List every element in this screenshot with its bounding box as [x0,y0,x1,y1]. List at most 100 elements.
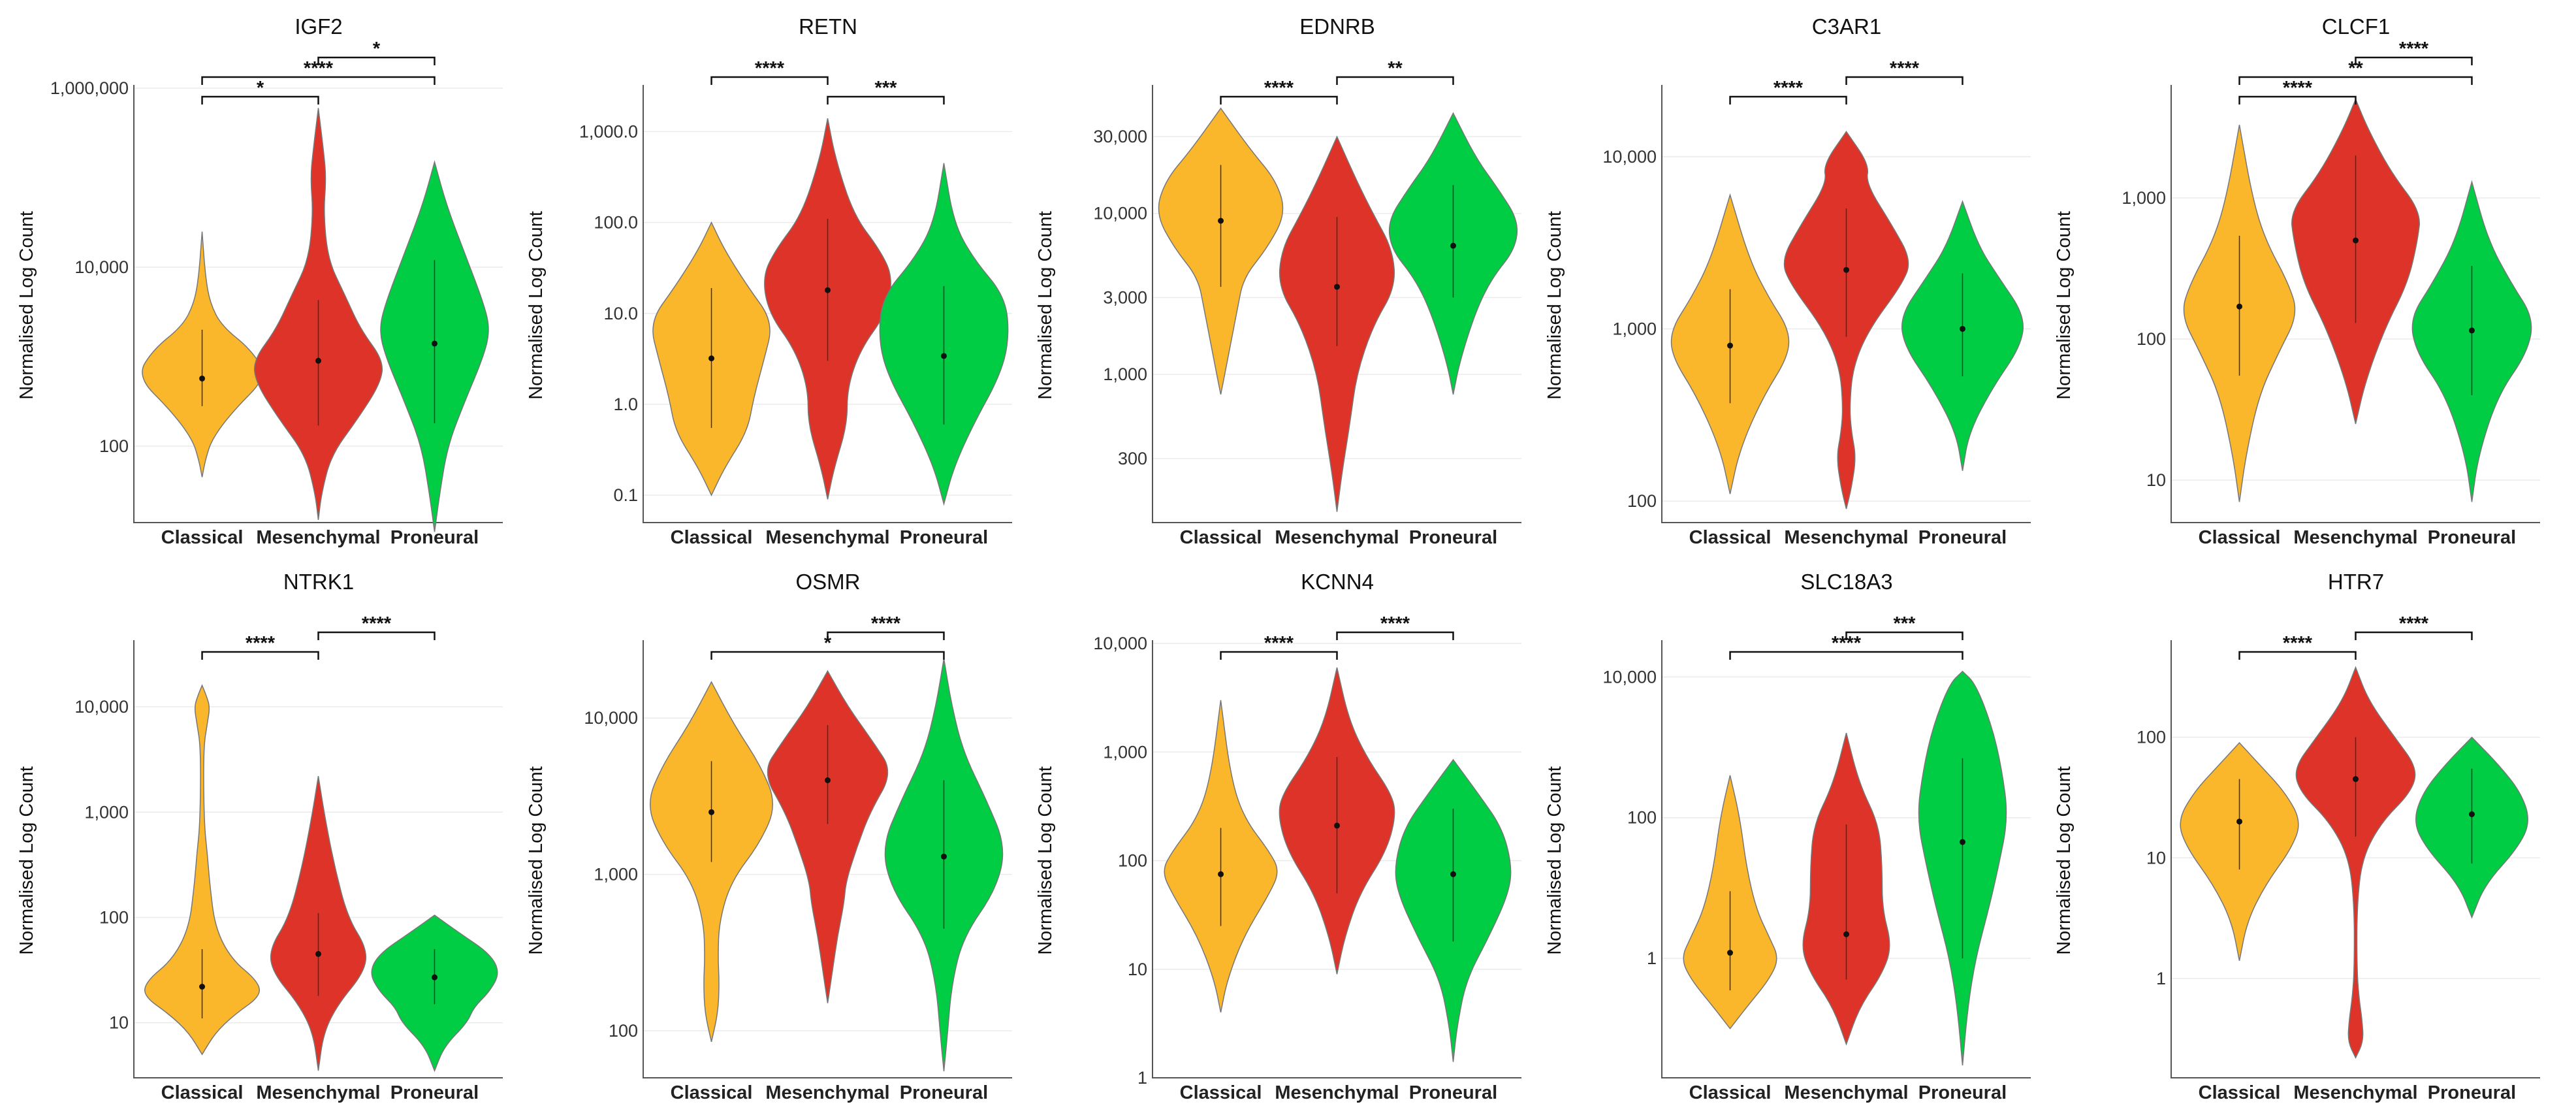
panel-igf2: IGF2 Normalised Log Count 100 10,000 1,000,0… [16,14,503,548]
panel-title: SLC18A3 [1800,570,1892,594]
x-tick-label: Proneural [900,1082,988,1103]
y-tick-label: 1,000 [594,865,638,884]
significance-label: **** [1890,58,1920,79]
x-tick-label: Mesenchymal [1784,1082,1908,1103]
significance-bracket [1220,651,1338,660]
x-tick-label: Mesenchymal [1784,527,1908,548]
x-tick-label: Classical [671,527,753,548]
violin-median-point [199,375,206,381]
y-tick-label: 10 [2146,470,2166,490]
y-axis-label: Normalised Log Count [16,211,37,400]
axis-lines [133,640,503,1078]
x-tick-label: Proneural [2428,1082,2516,1103]
violin-mesenchymal [767,670,889,1003]
y-tick-label: 10,000 [74,257,129,277]
y-axis-label: Normalised Log Count [1544,211,1565,400]
violin-median-point [2353,776,2359,783]
y-tick-label: 100 [99,436,129,456]
violin-median-point [315,357,321,364]
significance-bracket [2238,95,2357,105]
panel-title: OSMR [796,570,861,594]
significance-bracket [1336,631,1454,640]
x-tick-label: Proneural [390,1082,479,1103]
violin-median-point [2468,327,2475,334]
significance-bracket [2355,56,2473,65]
significance-bracket [1336,76,1454,85]
x-tick-label: Classical [2199,1082,2281,1103]
violin-median-point [825,777,831,783]
significance-bracket [317,631,436,640]
y-tick-label: 10,000 [1093,634,1147,653]
x-tick-label: Classical [671,1082,753,1103]
violin-median-point [1218,871,1224,877]
y-tick-label: 1.0 [613,395,638,414]
significance-label: **** [246,633,276,654]
significance-bracket [827,631,945,640]
y-tick-label: 10.0 [603,304,638,323]
y-tick-label: 100 [99,907,129,927]
panel-title: RETN [799,14,857,39]
violin-median-point [708,355,715,362]
x-tick-label: Mesenchymal [256,527,380,548]
y-tick-label: 100 [1118,851,1147,871]
x-tick-label: Proneural [2428,527,2516,548]
x-tick-label: Mesenchymal [256,1082,380,1103]
y-tick-label: 10,000 [1093,204,1147,223]
significance-label: **** [1264,78,1294,99]
violin-median-point [2468,811,2475,817]
significance-label: * [824,633,832,654]
y-axis-label: Normalised Log Count [1035,766,1056,955]
significance-label: **** [2283,633,2313,654]
significance-bracket [2355,631,2473,640]
y-tick-label: 10,000 [1602,147,1657,167]
x-tick-label: Classical [1689,1082,1772,1103]
panel-ntrk1: NTRK1 Normalised Log Count 10 100 1,000 10,00… [16,570,503,1103]
y-axis-label: Normalised Log Count [526,211,547,400]
panel-title: HTR7 [2328,570,2384,594]
y-tick-label: 1 [1137,1068,1147,1088]
significance-label: **** [755,58,785,79]
violin-median-point [708,809,715,815]
significance-label: * [373,39,381,59]
axis-lines [643,640,1012,1078]
y-tick-label: 100 [609,1021,638,1041]
axis-lines [133,85,503,523]
x-tick-label: Mesenchymal [1275,1082,1399,1103]
significance-bracket [317,56,436,65]
x-tick-label: Mesenchymal [765,527,889,548]
significance-label: **** [362,613,392,634]
panel-clcf1: CLCF1 Normalised Log Count 10 100 1,000 Class… [2054,14,2540,548]
axis-lines [1152,640,1521,1078]
y-tick-label: 1,000 [1612,319,1657,338]
x-tick-label: Proneural [1918,1082,2007,1103]
y-tick-label: 10,000 [1602,667,1657,687]
y-tick-label: 1,000 [1103,364,1147,384]
violin-median-point [1218,218,1224,224]
y-tick-label: 1 [2156,969,2166,988]
significance-label: *** [1894,613,1916,634]
panel-slc18a3: SLC18A3 Normalised Log Count 1 100 10,000 Cla… [1544,570,2031,1103]
significance-bracket [1220,95,1338,105]
y-tick-label: 10 [1128,960,1147,979]
significance-label: **** [2399,613,2429,634]
x-tick-label: Classical [1180,1082,1262,1103]
significance-label: * [257,78,264,99]
axis-lines [2171,85,2540,523]
panel-title: NTRK1 [283,570,354,594]
significance-bracket [1729,95,1847,105]
panel-htr7: HTR7 Normalised Log Count 1 10 100 Classical M… [2054,570,2540,1103]
panel-title: KCNN4 [1301,570,1374,594]
significance-bracket [201,95,319,105]
violin-median-point [1843,931,1849,937]
violin-median-point [315,950,321,957]
y-axis-label: Normalised Log Count [526,766,547,955]
y-tick-label: 1,000,000 [50,78,129,98]
significance-label: **** [1773,78,1804,99]
y-tick-label: 1,000.0 [579,121,638,141]
y-tick-label: 100 [2137,728,2166,747]
y-tick-label: 300 [1118,449,1147,468]
y-axis-label: Normalised Log Count [2054,211,2075,400]
violin-median-point [940,853,947,860]
x-tick-label: Proneural [1409,1082,1497,1103]
